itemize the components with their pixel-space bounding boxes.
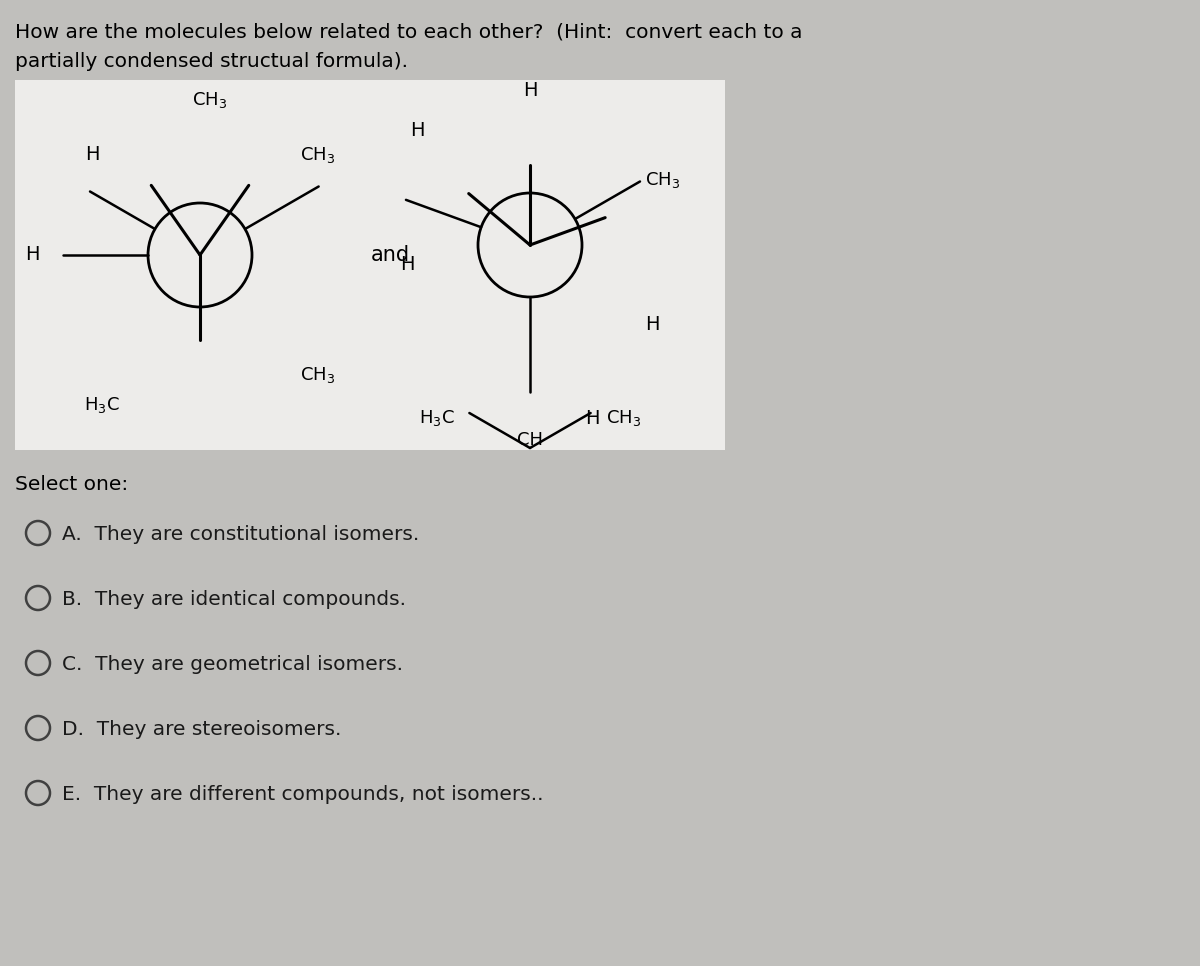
Text: How are the molecules below related to each other?  (Hint:  convert each to a: How are the molecules below related to e… bbox=[14, 22, 803, 41]
Text: CH$_3$: CH$_3$ bbox=[606, 408, 641, 428]
Text: H: H bbox=[410, 121, 425, 139]
Text: D.  They are stereoisomers.: D. They are stereoisomers. bbox=[62, 720, 341, 739]
Text: H: H bbox=[401, 255, 415, 274]
Text: Select one:: Select one: bbox=[14, 475, 128, 494]
Text: CH$_3$: CH$_3$ bbox=[192, 90, 228, 110]
Text: H: H bbox=[523, 80, 538, 99]
Text: C.  They are geometrical isomers.: C. They are geometrical isomers. bbox=[62, 655, 403, 674]
Text: CH$_3$: CH$_3$ bbox=[646, 170, 680, 190]
Text: CH$_3$: CH$_3$ bbox=[300, 145, 335, 165]
Text: partially condensed structual formula).: partially condensed structual formula). bbox=[14, 52, 408, 71]
FancyBboxPatch shape bbox=[14, 80, 725, 450]
Text: H: H bbox=[646, 316, 660, 334]
Text: H: H bbox=[85, 146, 100, 164]
Text: B.  They are identical compounds.: B. They are identical compounds. bbox=[62, 590, 406, 609]
Text: CH$_3$: CH$_3$ bbox=[300, 365, 335, 385]
Text: and: and bbox=[371, 245, 409, 265]
Text: H: H bbox=[586, 409, 600, 428]
Text: E.  They are different compounds, not isomers..: E. They are different compounds, not iso… bbox=[62, 785, 544, 804]
Text: A.  They are constitutional isomers.: A. They are constitutional isomers. bbox=[62, 525, 419, 544]
Text: H: H bbox=[25, 245, 40, 265]
Text: CH: CH bbox=[517, 431, 542, 449]
Text: H$_3$C: H$_3$C bbox=[84, 395, 120, 415]
Text: H$_3$C: H$_3$C bbox=[419, 408, 455, 428]
